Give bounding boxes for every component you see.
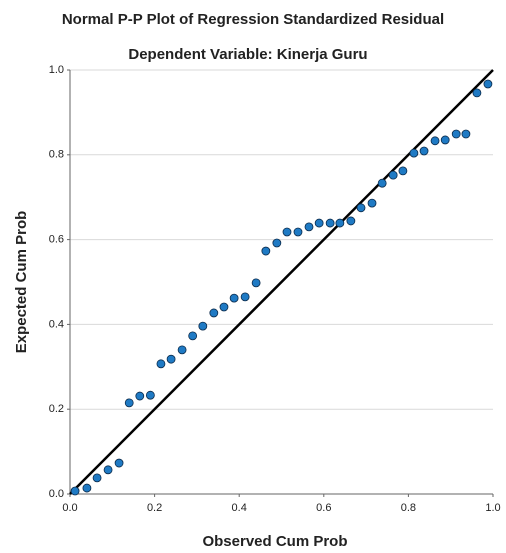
point [294,228,302,236]
point [178,346,186,354]
point [462,130,470,138]
y-tick-label: 1.0 [49,64,64,76]
point [125,399,133,407]
point [441,136,449,144]
point [357,204,365,212]
point [378,179,386,187]
y-tick-label: 0.8 [49,149,64,161]
point [347,217,355,225]
point [210,309,218,317]
point [484,80,492,88]
point [368,199,376,207]
point [136,392,144,400]
point [389,171,397,179]
point [115,459,123,467]
point [283,228,291,236]
point [83,484,91,492]
point [230,294,238,302]
chart-title: Normal P-P Plot of Regression Standardiz… [62,11,444,28]
x-tick-label: 1.0 [485,502,500,514]
x-tick-label: 0.2 [147,502,162,514]
x-tick-label: 0.4 [232,502,247,514]
x-tick-label: 0.6 [316,502,331,514]
y-tick-label: 0.6 [49,234,64,246]
point [252,279,260,287]
point [167,355,175,363]
point [326,219,334,227]
point [315,219,323,227]
y-tick-label: 0.2 [49,403,64,415]
y-tick-label: 0.0 [49,488,64,500]
point [241,293,249,301]
point [431,137,439,145]
point [220,303,228,311]
point [146,391,154,399]
y-tick-label: 0.4 [49,318,64,330]
point [473,89,481,97]
reference-line [70,70,493,494]
point [157,360,165,368]
y-axis-label: Expected Cum Prob [13,211,30,354]
point [336,219,344,227]
x-axis-label: Observed Cum Prob [202,533,347,550]
point [93,474,101,482]
x-tick-label: 0.8 [401,502,416,514]
point [71,487,79,495]
x-tick-label: 0.0 [62,502,77,514]
point [305,223,313,231]
point [273,239,281,247]
point [399,167,407,175]
point [189,332,197,340]
point [262,247,270,255]
page: {"chart_data": {"type": "scatter", "titl… [0,0,506,553]
point [410,149,418,157]
point [420,147,428,155]
point [104,466,112,474]
chart: Normal P-P Plot of Regression Standardiz… [0,0,506,553]
point [452,130,460,138]
chart-subtitle: Dependent Variable: Kinerja Guru [128,46,367,63]
point [199,322,207,330]
